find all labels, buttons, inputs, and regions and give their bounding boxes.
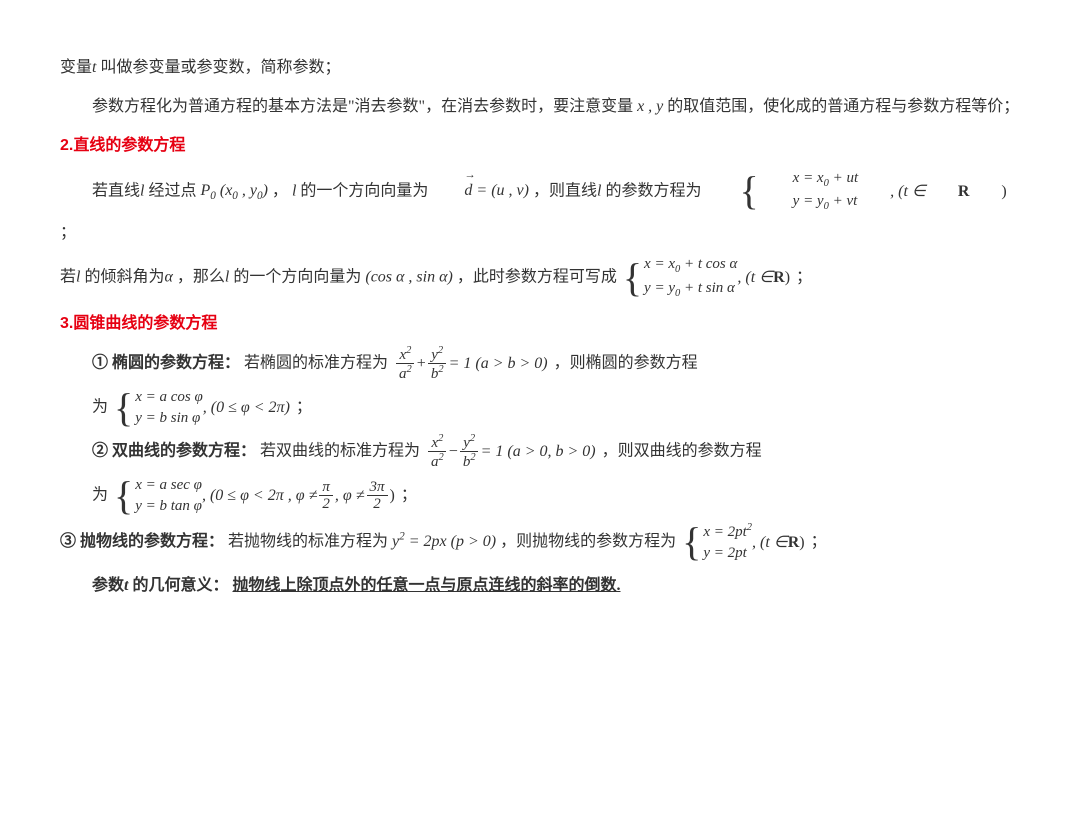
heading-3-text: 3.圆锥曲线的参数方程 xyxy=(60,315,217,332)
text: ，此时参数方程可写成 xyxy=(457,268,617,285)
parabola-param: { x = 2pt2 y = 2pt , (t ∈ R) xyxy=(682,521,805,564)
text: 的取值范围，使化成的普通方程与参数方程等价； xyxy=(667,98,1019,115)
text: 经过点 xyxy=(148,182,196,199)
text: 参数 xyxy=(92,577,124,594)
text: 变量 xyxy=(60,59,92,76)
text: ，则直线 xyxy=(533,182,597,199)
para-2: 参数方程化为普通方程的基本方法是"消去参数"，在消去参数时，要注意变量 x , … xyxy=(60,89,1020,124)
line-param-eq: { x = x0 + ut y = y0 + vt , (t ∈ R) xyxy=(707,168,1006,215)
text: 的倾斜角为 xyxy=(84,268,164,285)
label: ③ 抛物线的参数方程： xyxy=(60,533,224,550)
text: ； xyxy=(796,268,812,285)
var-l: l xyxy=(225,268,229,285)
text: 为 xyxy=(92,398,108,415)
text: ，那么 xyxy=(177,268,225,285)
text: ； xyxy=(296,398,312,415)
dir-vector: (cos α , sin α) xyxy=(365,268,452,285)
text: 若抛物线的标准方程为 xyxy=(228,533,388,550)
text: 叫做参变量或参变数，简称参数； xyxy=(100,59,340,76)
text: 若 xyxy=(60,268,76,285)
item-ellipse-eq: 为 { x = a cos φy = b sin φ , (0 ≤ φ < 2π… xyxy=(60,387,1020,429)
text: 为 xyxy=(92,486,108,503)
text: ，则抛物线的参数方程为 xyxy=(500,533,676,550)
var-l: l xyxy=(292,182,296,199)
footer-note: 参数t 的几何意义： 抛物线上除顶点外的任意一点与原点连线的斜率的倒数. xyxy=(60,568,1020,603)
text: 若椭圆的标准方程为 xyxy=(244,354,388,371)
var-l: l xyxy=(76,268,80,285)
var-xy: x , y xyxy=(637,98,663,115)
var-t: t xyxy=(92,59,96,76)
hyperbola-std: x2a2 − y2b2 = 1 (a > 0, b > 0) xyxy=(426,433,596,471)
heading-2: 2.直线的参数方程 xyxy=(60,128,1020,163)
vector-d: d = (u , v) xyxy=(432,182,529,199)
text: 的几何意义： xyxy=(132,577,228,594)
var-l: l xyxy=(140,182,144,199)
heading-2-text: 2.直线的参数方程 xyxy=(60,137,185,154)
text: ， xyxy=(272,182,288,199)
text: 的参数方程为 xyxy=(605,182,701,199)
text: 参数方程化为普通方程的基本方法是"消去参数"，在消去参数时，要注意变量 xyxy=(92,98,633,115)
var-l: l xyxy=(597,182,601,199)
text-underline: 抛物线上除顶点外的任意一点与原点连线的斜率的倒数. xyxy=(232,577,620,594)
point-p0: P0 (x0 , y0) xyxy=(200,182,267,199)
text: ，则双曲线的参数方程 xyxy=(602,442,762,459)
para-4: 若l 的倾斜角为α ，那么l 的一个方向向量为 (cos α , sin α) … xyxy=(60,254,1020,301)
ellipse-std: x2a2 + y2b2 = 1 (a > b > 0) xyxy=(394,345,548,383)
text: ； xyxy=(60,224,76,241)
para-1: 变量t 叫做参变量或参变数，简称参数； xyxy=(60,50,1020,85)
label: ① 椭圆的参数方程： xyxy=(92,354,240,371)
text: 若直线 xyxy=(92,182,140,199)
text: 若双曲线的标准方程为 xyxy=(260,442,420,459)
text: ，则椭圆的参数方程 xyxy=(554,354,698,371)
var-t: t xyxy=(124,577,128,594)
item-parabola: ③ 抛物线的参数方程： 若抛物线的标准方程为 y2 = 2px (p > 0) … xyxy=(60,521,1020,564)
text: 的一个方向向量为 xyxy=(300,182,428,199)
heading-3: 3.圆锥曲线的参数方程 xyxy=(60,306,1020,341)
item-hyperbola: ② 双曲线的参数方程： 若双曲线的标准方程为 x2a2 − y2b2 = 1 (… xyxy=(60,433,1020,471)
label: ② 双曲线的参数方程： xyxy=(92,442,256,459)
var-alpha: α xyxy=(164,268,172,285)
item-hyperbola-eq: 为 { x = a sec φy = b tan φ , (0 ≤ φ < 2π… xyxy=(60,475,1020,517)
line-param-eq-angle: { x = x0 + t cos α y = y0 + t sin α , (t… xyxy=(623,254,790,301)
text: ； xyxy=(401,486,417,503)
text: 的一个方向向量为 xyxy=(233,268,361,285)
parabola-std: y2 = 2px (p > 0) xyxy=(392,533,496,550)
text: ； xyxy=(811,533,827,550)
para-3: 若直线l 经过点 P0 (x0 , y0) ， l 的一个方向向量为 d = (… xyxy=(60,168,1020,251)
item-ellipse: ① 椭圆的参数方程： 若椭圆的标准方程为 x2a2 + y2b2 = 1 (a … xyxy=(60,345,1020,383)
ellipse-param: { x = a cos φy = b sin φ , (0 ≤ φ < 2π) xyxy=(114,387,290,429)
hyperbola-param: { x = a sec φy = b tan φ , (0 ≤ φ < 2π ,… xyxy=(114,475,395,517)
